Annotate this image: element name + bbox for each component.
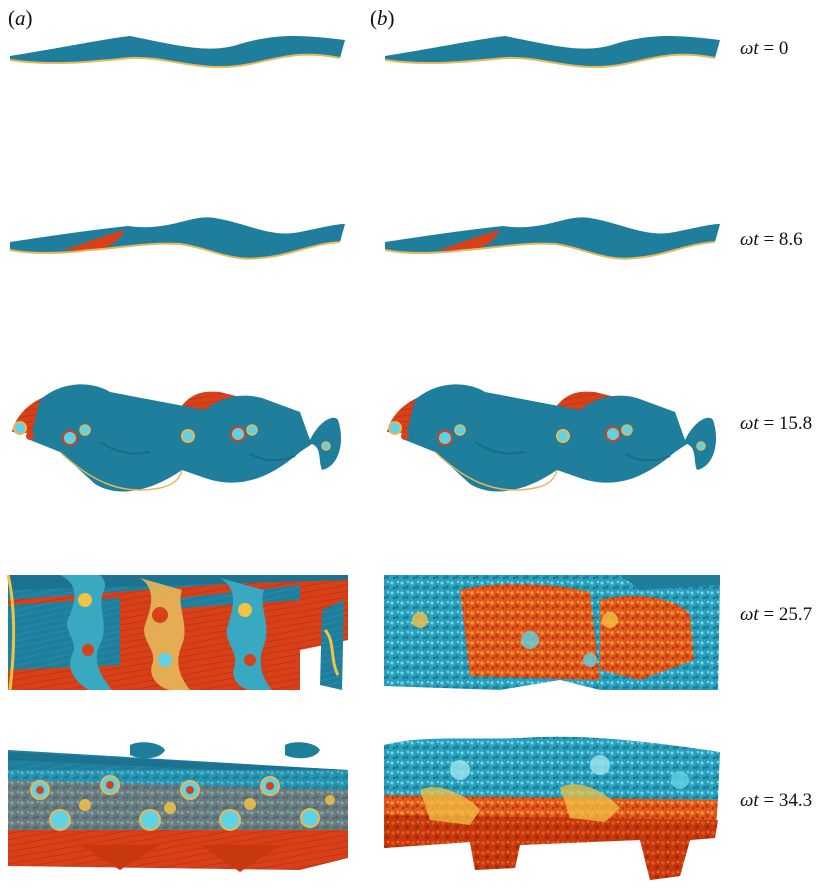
surface-a-t4	[7, 741, 349, 873]
time-label-3: ωt = 25.7	[740, 604, 813, 625]
time-label-4: ωt = 34.3	[740, 790, 813, 811]
panel-label-a: (a)	[8, 6, 33, 30]
time-label-1: ωt = 8.6	[740, 229, 803, 250]
surface-a-t2	[11, 383, 343, 493]
surface-a-t3	[6, 573, 350, 692]
surface-b-t0	[384, 35, 721, 69]
surface-b-t3	[384, 575, 720, 690]
time-label-0: ωt = 0	[740, 38, 789, 59]
time-label-2: ωt = 15.8	[740, 413, 813, 434]
surface-b-t1	[384, 216, 721, 260]
surface-a-t0	[9, 35, 346, 69]
panel-label-b: (b)	[370, 6, 395, 30]
surface-b-t2	[386, 383, 718, 493]
surface-a-t1	[9, 216, 346, 260]
surface-b-t4	[384, 736, 720, 880]
